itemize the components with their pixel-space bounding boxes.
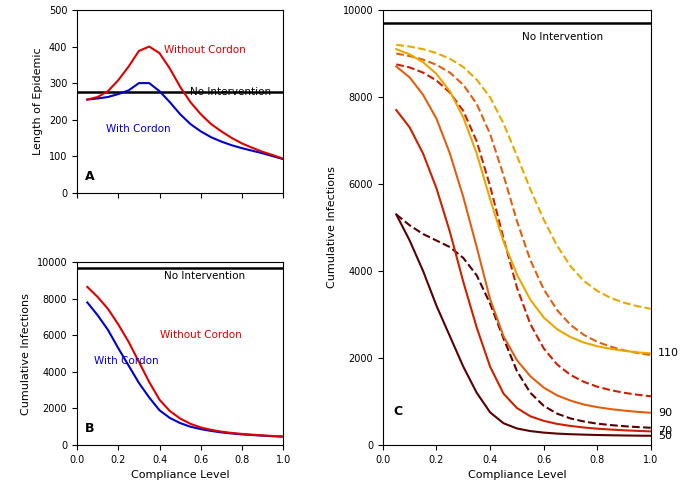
Text: With Cordon: With Cordon [94, 356, 158, 366]
Text: Without Cordon: Without Cordon [164, 45, 246, 55]
Text: 70: 70 [658, 426, 672, 436]
Text: Without Cordon: Without Cordon [160, 330, 241, 340]
Text: No Intervention: No Intervention [522, 32, 603, 42]
Text: B: B [85, 422, 94, 435]
Text: 50: 50 [658, 431, 672, 441]
X-axis label: Compliance Level: Compliance Level [131, 470, 230, 480]
Text: 90: 90 [658, 408, 672, 418]
X-axis label: Compliance Level: Compliance Level [468, 470, 566, 480]
Text: C: C [393, 404, 402, 417]
Y-axis label: Cumulative Infections: Cumulative Infections [21, 292, 31, 414]
Y-axis label: Cumulative Infections: Cumulative Infections [327, 166, 337, 288]
Y-axis label: Length of Epidemic: Length of Epidemic [33, 48, 43, 155]
Text: No Intervention: No Intervention [164, 272, 245, 281]
Text: A: A [85, 170, 95, 183]
Text: No Intervention: No Intervention [190, 87, 272, 97]
Text: 110: 110 [658, 348, 679, 358]
Text: With Cordon: With Cordon [106, 124, 171, 134]
